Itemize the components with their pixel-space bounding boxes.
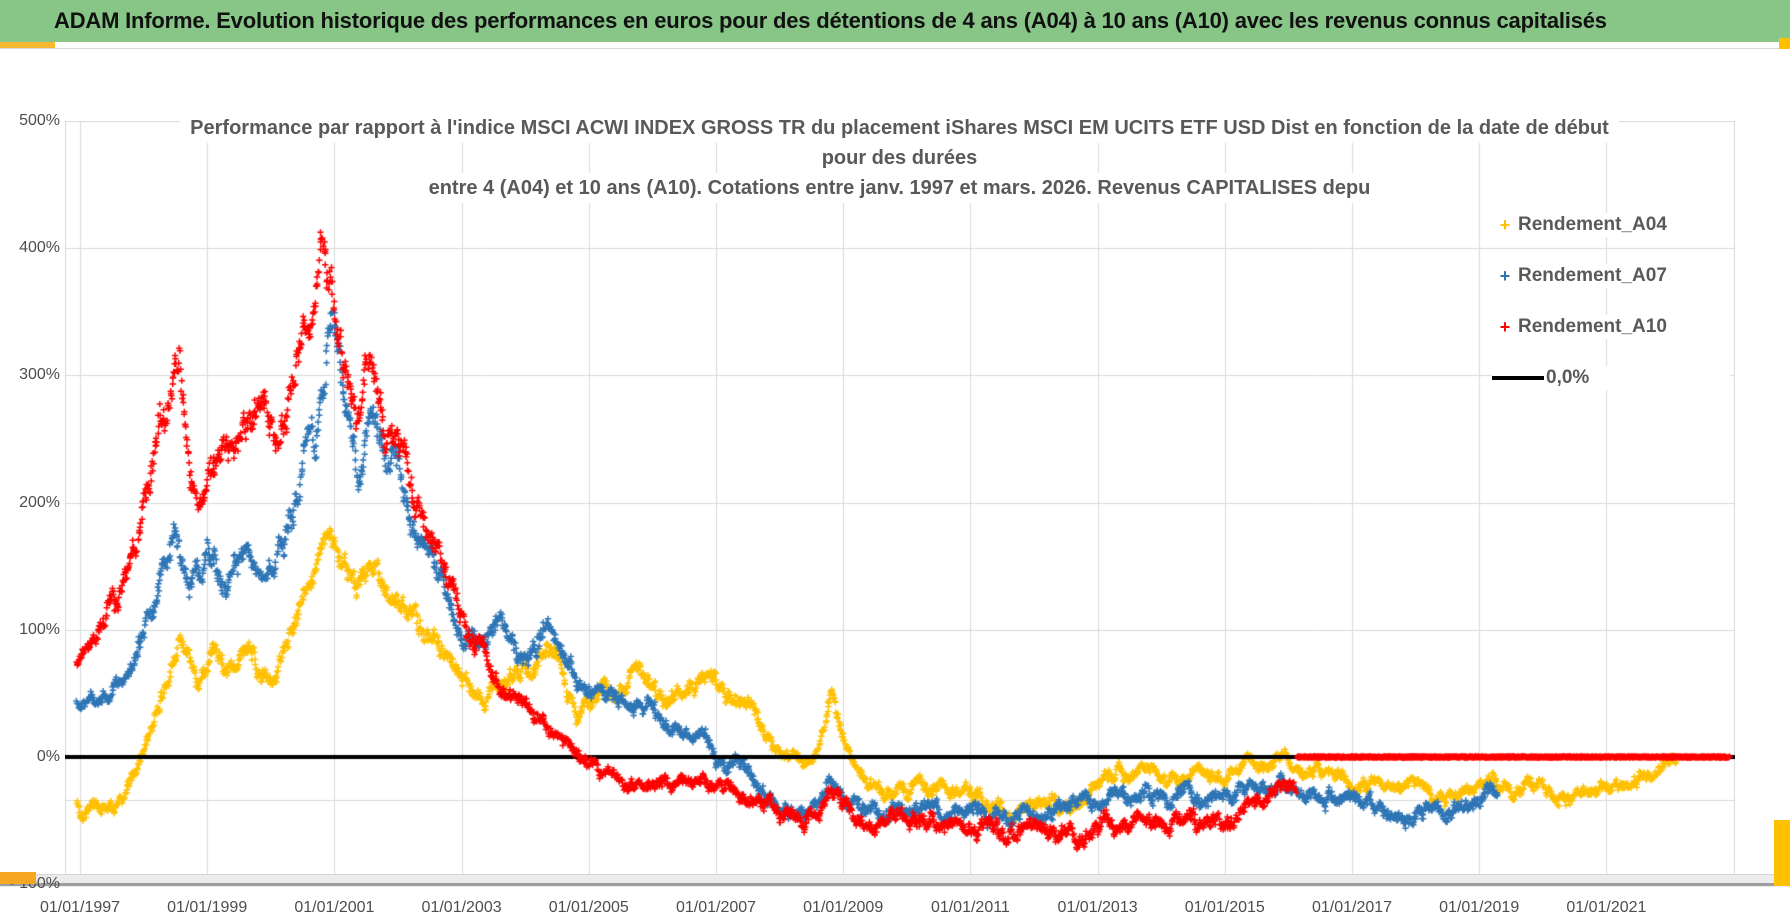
x-tick-label: 01/01/1997	[39, 899, 121, 916]
x-tick-label: 01/01/2011	[930, 899, 1010, 916]
x-tick-label: 01/01/2003	[421, 899, 502, 916]
legend-item-rendement-a04[interactable]: + Rendement_A04	[1492, 213, 1730, 237]
x-tick-label: 01/01/2015	[1184, 899, 1265, 916]
performance-chart[interactable]: Performance par rapport à l'indice MSCI …	[0, 49, 1790, 916]
gold-accent-bottom-left	[0, 872, 36, 884]
x-tick-label: 01/01/2009	[803, 899, 884, 916]
y-tick-label: 400%	[19, 239, 60, 257]
legend-item-rendement-a10[interactable]: + Rendement_A10	[1492, 315, 1730, 339]
legend-label: Rendement_A10	[1518, 316, 1667, 337]
x-tick-label: 01/01/2013	[1057, 899, 1138, 916]
report-title: ADAM Informe. Evolution historique des p…	[54, 8, 1607, 33]
x-tick-label: 01/01/1999	[167, 899, 248, 916]
x-tick-label: 01/01/2001	[294, 899, 375, 916]
y-tick-label: 300%	[19, 366, 60, 384]
plus-marker-icon: +	[1499, 317, 1511, 337]
x-tick-label: 01/01/2017	[1311, 899, 1393, 916]
y-tick-label: 200%	[19, 493, 60, 511]
legend-label: Rendement_A04	[1518, 214, 1667, 235]
chart-title-line-3: entre 4 (A04) et 10 ans (A10). Cotations…	[418, 173, 1381, 203]
scrollbar-shadow	[0, 883, 1790, 886]
report-header-bar: ADAM Informe. Evolution historique des p…	[0, 0, 1790, 43]
chart-plot-area-canvas[interactable]	[65, 121, 1735, 885]
header-underline	[0, 42, 1790, 49]
chart-title-line-2: pour des durées	[811, 143, 988, 173]
legend-label: 0,0%	[1546, 367, 1590, 388]
chart-title-line-1: Performance par rapport à l'indice MSCI …	[180, 113, 1619, 143]
y-tick-label: 0%	[36, 748, 60, 765]
legend-label: Rendement_A07	[1518, 265, 1667, 286]
gold-accent-bottom-right	[1774, 820, 1790, 886]
gold-accent-top-right	[1779, 38, 1790, 50]
chart-legend[interactable]: + Rendement_A04 + Rendement_A07 + Rendement_A…	[1492, 213, 1730, 417]
x-tick-label: 01/01/2021	[1566, 899, 1647, 916]
y-tick-label: 100%	[19, 620, 60, 638]
chart-title: Performance par rapport à l'indice MSCI …	[65, 113, 1734, 203]
plus-marker-icon: +	[1499, 215, 1511, 235]
x-tick-label: 01/01/2019	[1439, 899, 1520, 916]
x-tick-label: 01/01/2007	[675, 899, 757, 916]
legend-item-0-0-[interactable]: 0,0%	[1492, 366, 1730, 390]
x-tick-label: 01/01/2005	[548, 899, 629, 916]
plus-marker-icon: +	[1499, 266, 1511, 286]
zero-line-swatch	[1492, 376, 1544, 380]
y-tick-label: 500%	[19, 112, 60, 129]
legend-item-rendement-a07[interactable]: + Rendement_A07	[1492, 264, 1730, 288]
gold-accent-top-left	[0, 42, 55, 48]
